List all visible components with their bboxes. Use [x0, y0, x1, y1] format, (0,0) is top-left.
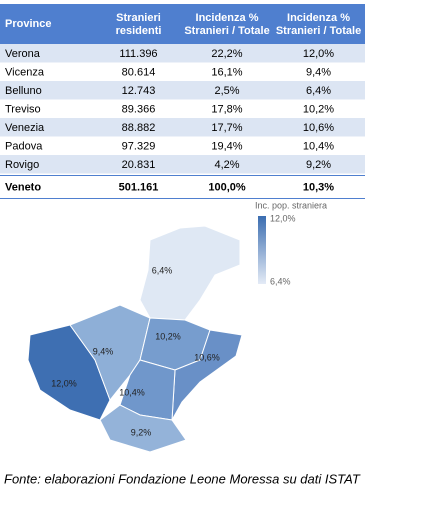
region-label: 6,4% [152, 265, 173, 275]
map-region [99, 404, 187, 453]
region-label: 10,4% [119, 387, 145, 397]
table-cell: 10,4% [303, 141, 334, 153]
table-row-bg [0, 62, 365, 81]
table-cell: 6,4% [306, 85, 331, 97]
footnote: Fonte: elaborazioni Fondazione Leone Mor… [4, 471, 361, 486]
legend-bar [258, 216, 266, 284]
table-cell: Venezia [5, 122, 45, 134]
table-cell: 17,7% [211, 122, 242, 134]
table-cell: 12.743 [122, 85, 156, 97]
table-cell: 10,6% [303, 122, 334, 134]
table-row-bg [0, 99, 365, 118]
table-cell: Verona [5, 48, 41, 60]
legend-max: 12,0% [270, 213, 296, 223]
table-cell: 12,0% [303, 48, 334, 60]
table-cell: 20.831 [122, 159, 156, 171]
table-row-bg [0, 81, 365, 100]
table-total-cell: 501.161 [119, 181, 159, 193]
table-total-cell: 100,0% [208, 181, 246, 193]
table-cell: Treviso [5, 104, 41, 116]
table-cell: 111.396 [119, 48, 157, 60]
table-row-bg [0, 118, 365, 137]
table-cell: Belluno [5, 85, 42, 97]
table-row-bg [0, 44, 365, 63]
header-cell: Incidenza % Stranieri / Totale [184, 12, 269, 37]
table-cell: 4,2% [214, 159, 239, 171]
table-cell: 80.614 [122, 67, 156, 79]
table-cell: 88.882 [122, 122, 156, 134]
table-cell: 17,8% [211, 104, 242, 116]
header-cell: Stranieri residenti [116, 12, 162, 37]
region-label: 12,0% [51, 378, 77, 388]
region-label: 10,6% [194, 352, 220, 362]
table-cell: 19,4% [211, 141, 242, 153]
table-row-bg [0, 136, 365, 155]
table-total-cell: Veneto [5, 181, 41, 193]
region-label: 9,4% [93, 346, 114, 356]
table-total-cell: 10,3% [303, 181, 334, 193]
table-row-bg [0, 155, 365, 174]
region-label: 10,2% [155, 331, 181, 341]
header-cell: Province [5, 18, 51, 30]
table-cell: 97.329 [122, 141, 156, 153]
table-cell: 89.366 [122, 104, 156, 116]
map-region [171, 329, 243, 421]
table-cell: Padova [5, 141, 43, 153]
table-cell: 16,1% [211, 67, 242, 79]
table-header-bg [0, 4, 365, 44]
legend-min: 6,4% [270, 276, 291, 286]
map-region [139, 225, 241, 321]
table-cell: 9,4% [306, 67, 331, 79]
table-cell: 10,2% [303, 104, 334, 116]
table-cell: 22,2% [211, 48, 242, 60]
region-label: 9,2% [131, 427, 152, 437]
legend-title: Inc. pop. straniera [255, 200, 327, 210]
header-cell: Incidenza % Stranieri / Totale [276, 12, 361, 37]
table-cell: Rovigo [5, 159, 39, 171]
table-cell: 2,5% [214, 85, 239, 97]
table-cell: 9,2% [306, 159, 331, 171]
table-cell: Vicenza [5, 67, 45, 79]
